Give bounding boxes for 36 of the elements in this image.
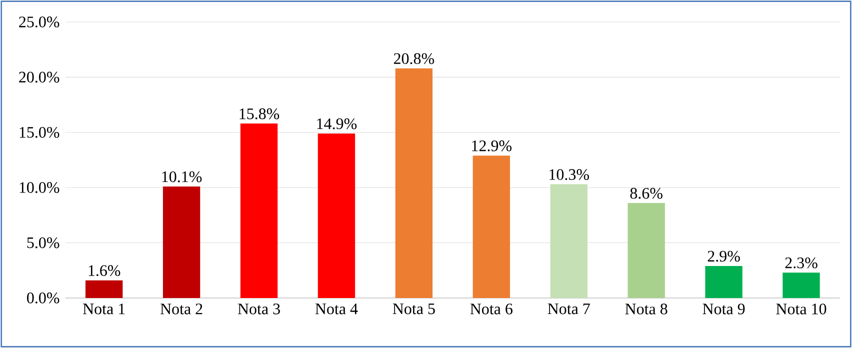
y-tick-label: 25.0%: [19, 16, 60, 28]
data-label: 12.9%: [472, 140, 512, 152]
bar: [85, 280, 123, 298]
bar: [240, 124, 278, 298]
x-tick-label: Nota 1: [82, 304, 125, 314]
data-label: 20.8%: [394, 53, 434, 64]
bar: [395, 68, 433, 298]
y-tick-label: 5.0%: [27, 237, 60, 248]
data-label: 15.8%: [240, 108, 280, 120]
data-label: 14.9%: [317, 118, 357, 130]
data-label: 2.9%: [708, 250, 740, 262]
data-label: 2.3%: [785, 257, 818, 268]
x-tick-label: Nota 2: [160, 304, 202, 314]
x-tick-label: Nota 9: [702, 304, 745, 314]
bar: [550, 184, 588, 298]
bar: [705, 266, 742, 298]
x-tick-label: Nota 4: [315, 304, 358, 314]
bar: [162, 186, 200, 298]
x-tick-label: Nota 8: [625, 304, 668, 314]
bar: [782, 272, 820, 298]
y-tick-label: 20.0%: [19, 72, 60, 83]
x-tick-label: Nota 10: [776, 304, 826, 314]
x-tick-label: Nota 6: [470, 304, 512, 314]
data-label: 10.3%: [550, 169, 589, 180]
bar: [628, 203, 665, 298]
bar: [472, 156, 510, 298]
bar: [318, 133, 356, 298]
x-tick-label: Nota 5: [392, 304, 435, 314]
y-tick-label: 10.0%: [20, 182, 60, 194]
x-tick-label: Nota 7: [548, 304, 590, 314]
x-tick-label: Nota 3: [238, 304, 280, 314]
data-label: 1.6%: [88, 265, 120, 276]
y-tick-label: 15.0%: [20, 126, 60, 138]
y-tick-label: 0.0%: [27, 292, 60, 304]
data-label: 10.1%: [162, 171, 202, 182]
data-label: 8.6%: [630, 188, 662, 199]
